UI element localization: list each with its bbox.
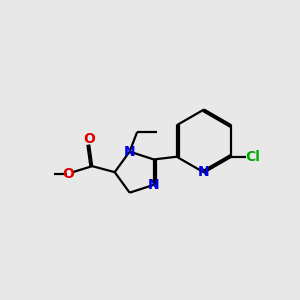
Text: O: O [62, 167, 74, 181]
Text: N: N [148, 178, 160, 192]
Text: N: N [124, 145, 135, 159]
Text: Cl: Cl [246, 150, 261, 164]
Text: N: N [198, 166, 210, 179]
Text: O: O [83, 132, 95, 146]
